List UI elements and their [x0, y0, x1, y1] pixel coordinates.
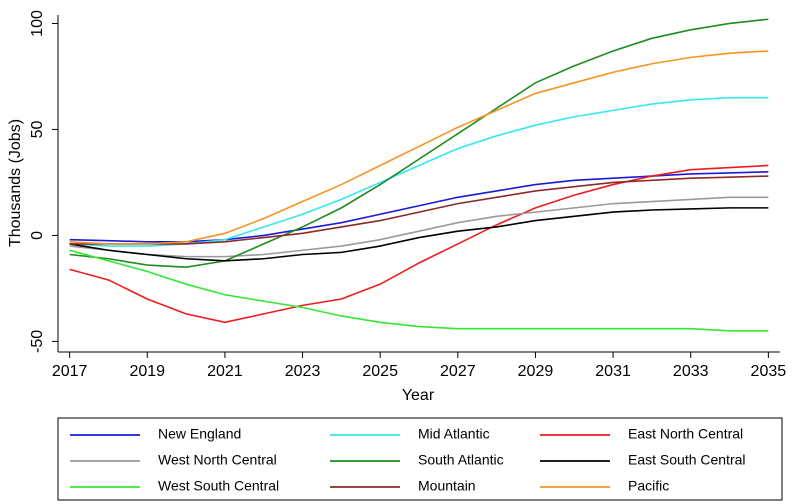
series-line	[69, 164, 769, 324]
legend-label: West North Central	[158, 452, 277, 468]
legend-label: South Atlantic	[418, 452, 504, 468]
legend: New England Mid Atlantic East North Centra…	[70, 426, 746, 494]
x-tick-label: 2027	[440, 363, 476, 380]
legend-box	[57, 417, 783, 501]
legend-label: Pacific	[628, 478, 669, 494]
x-tick-label: 2025	[362, 363, 398, 380]
legend-label: Mid Atlantic	[418, 426, 490, 442]
x-tick-label: 2033	[673, 363, 709, 380]
x-tick-label: 2019	[129, 363, 165, 380]
series-line	[69, 196, 769, 258]
legend-label: Mountain	[418, 478, 476, 494]
series-line	[69, 207, 769, 262]
x-tick-label: 2031	[595, 363, 631, 380]
series-line	[69, 50, 769, 245]
y-tick-label: -50	[29, 330, 46, 353]
legend-label: East North Central	[628, 426, 743, 442]
legend-label: New England	[158, 426, 241, 442]
x-tick-label: 2023	[285, 363, 321, 380]
y-tick-label: 0	[29, 231, 46, 240]
series-line	[69, 175, 769, 245]
y-tick-label: 50	[29, 120, 46, 138]
series-line	[69, 249, 769, 332]
y-tick-label: 100	[29, 10, 46, 37]
x-tick-label: 2021	[207, 363, 243, 380]
x-tick-label: 2017	[52, 363, 88, 380]
series-line	[69, 18, 769, 269]
x-tick-label: 2035	[751, 363, 787, 380]
x-axis-label: Year	[402, 387, 435, 404]
x-tick-label: 2029	[518, 363, 554, 380]
legend-label: West South Central	[158, 478, 279, 494]
legend-label: East South Central	[628, 452, 746, 468]
y-axis-label: Thousands (Jobs)	[7, 119, 24, 247]
